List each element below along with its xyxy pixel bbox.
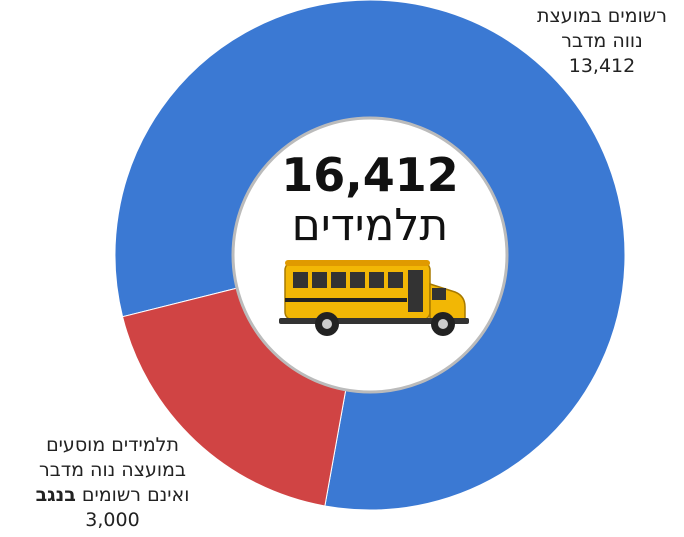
label-text: נווה מדבר — [561, 30, 643, 52]
label-line: ואינם רשומים בנגב — [0, 483, 225, 508]
total-label: 16,412 — [281, 148, 459, 202]
label-line: נווה מדבר — [520, 29, 684, 54]
label-text: ואינם רשומים — [81, 484, 190, 506]
label-text: רשומים במועצת — [537, 5, 667, 27]
label-line: במועצה נוה מדבר — [0, 458, 225, 483]
label-line: רשומים במועצת — [520, 4, 684, 29]
label-text: תלמידים מוסעים — [46, 434, 179, 456]
label-bold: בנגב — [35, 484, 76, 506]
label-text: במועצה נוה מדבר — [39, 459, 186, 481]
slice-label: רשומים במועצת נווה מדבר 13,412 — [520, 4, 684, 79]
value-label: 3,000 — [85, 509, 140, 531]
center-text: תלמידים — [291, 200, 449, 251]
label-line: תלמידים מוסעים — [0, 433, 225, 458]
value-label: 13,412 — [568, 55, 636, 77]
slice-label: תלמידים מוסעים במועצה נוה מדבר ואינם רשומי… — [0, 433, 225, 533]
bus-icon — [279, 260, 469, 336]
